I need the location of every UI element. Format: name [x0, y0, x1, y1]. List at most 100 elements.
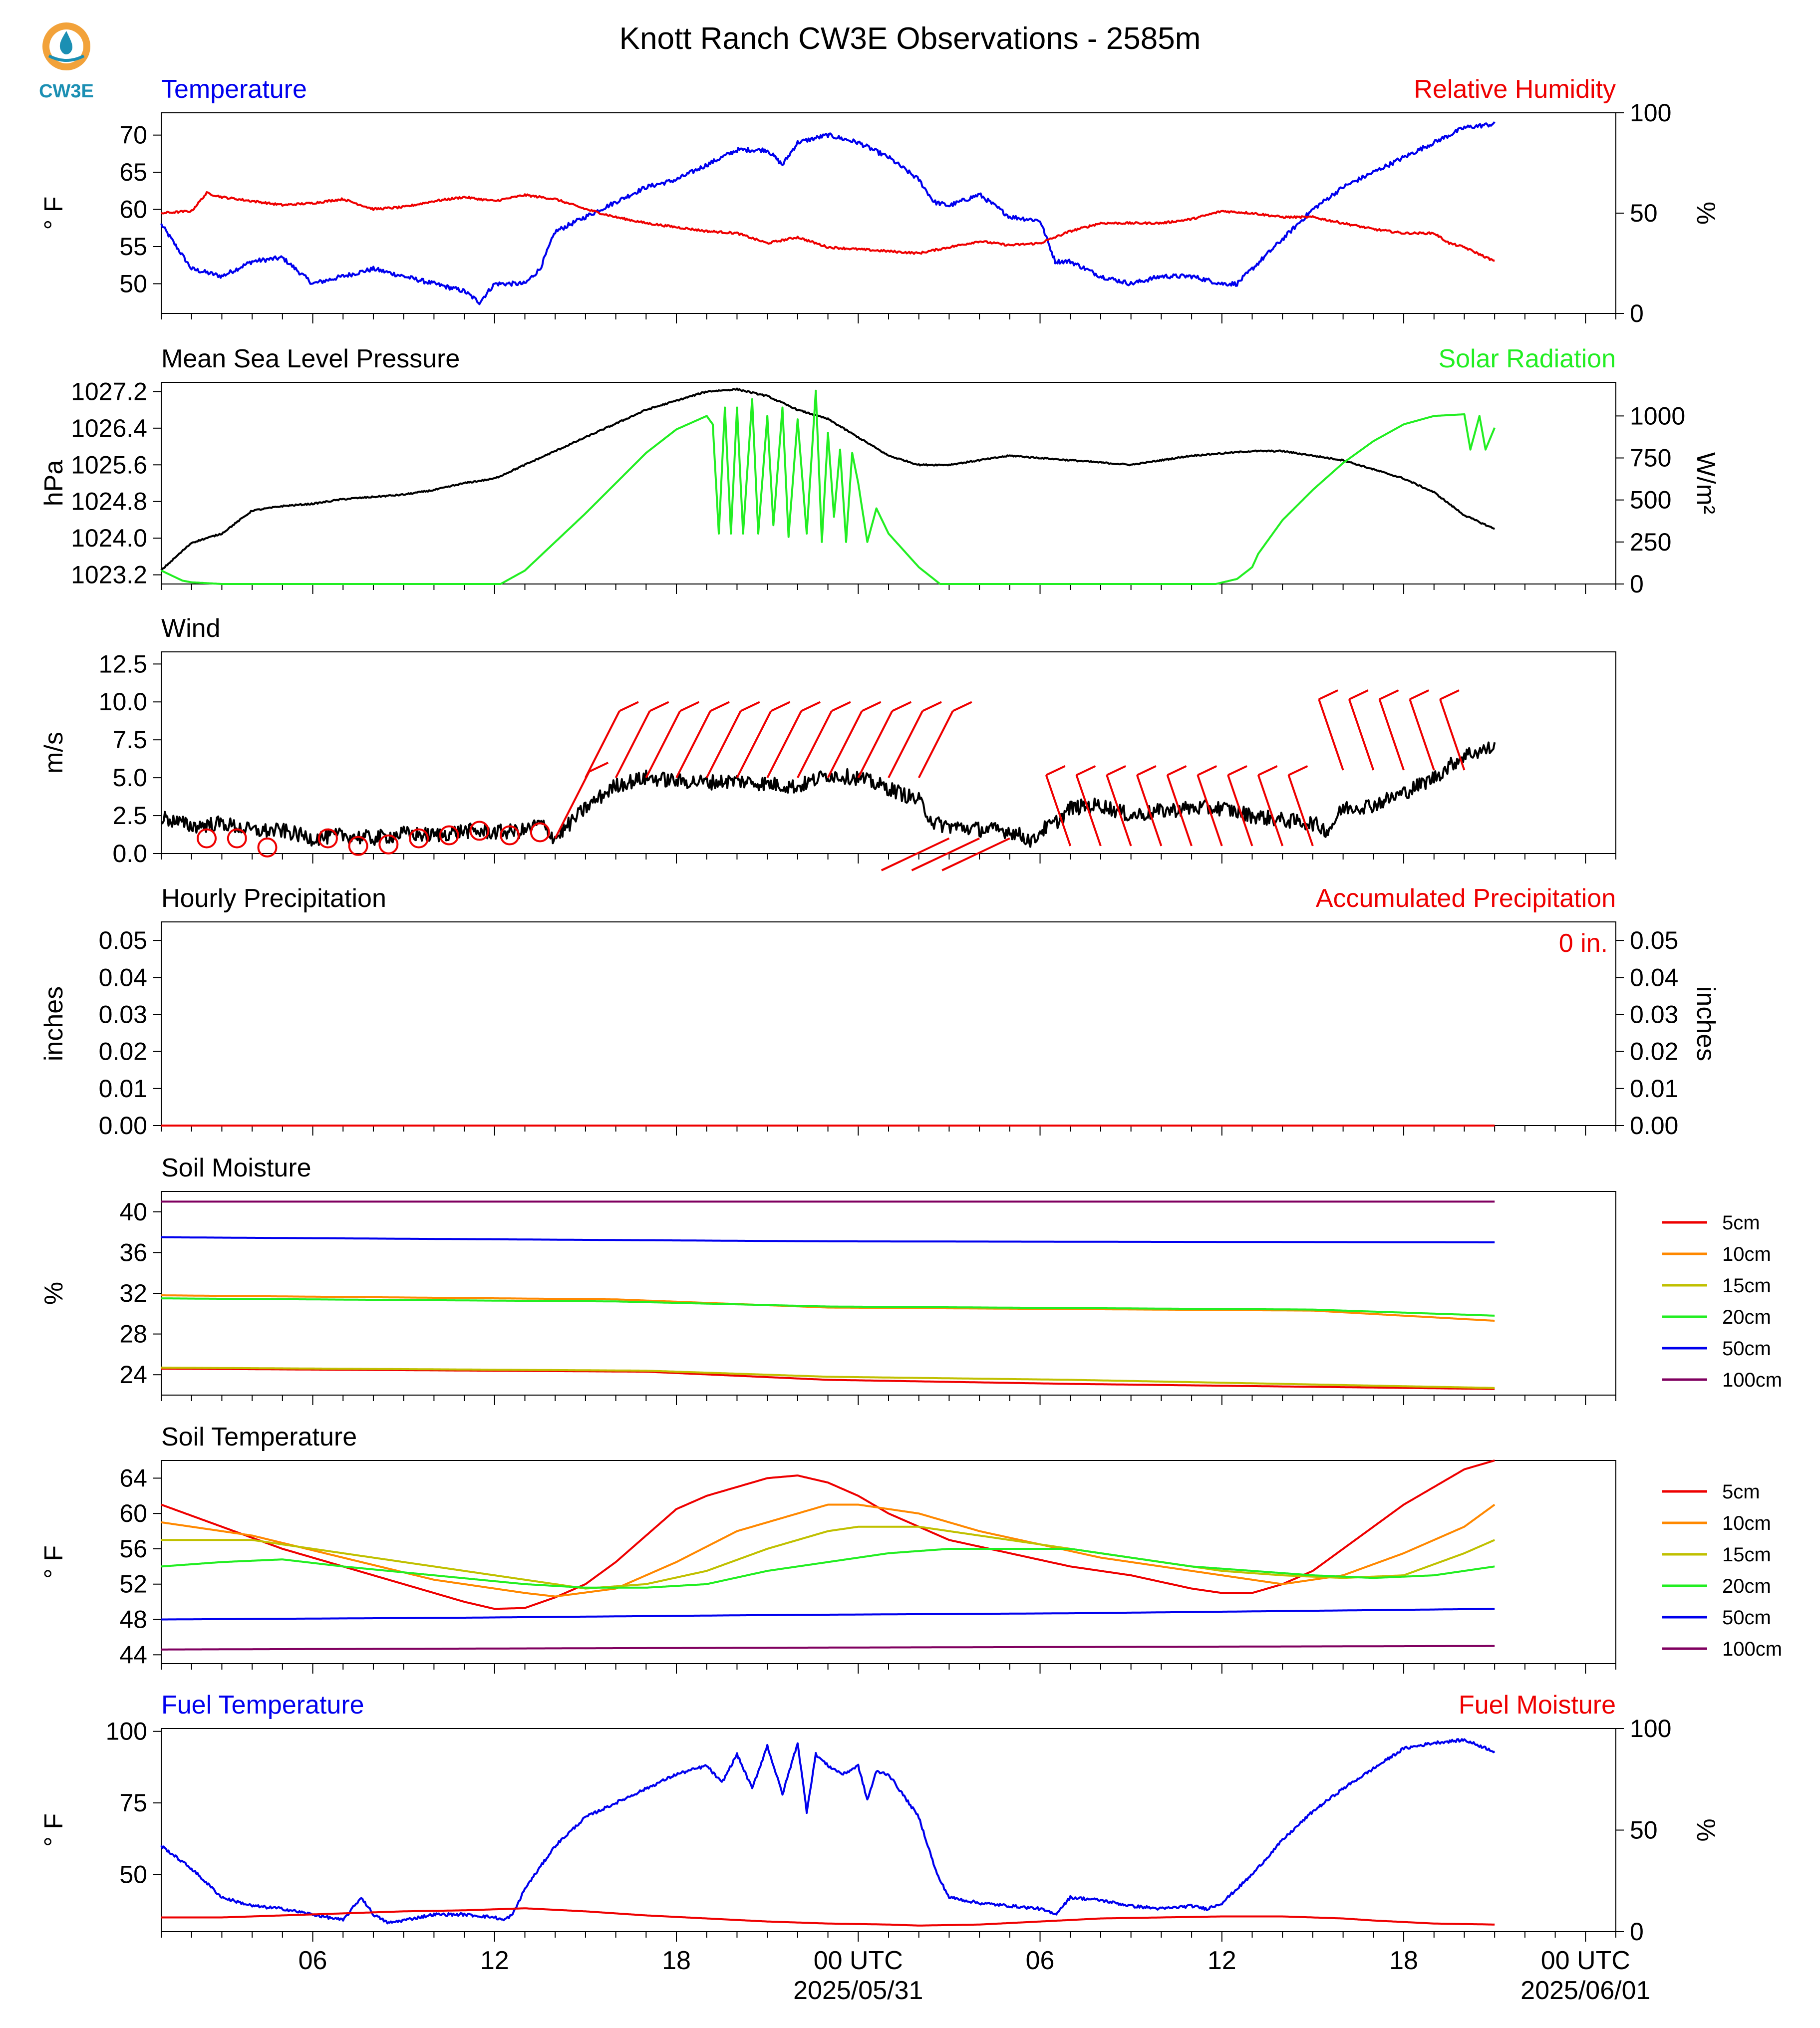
wind-barb-shaft	[1045, 775, 1072, 847]
y-right-axis-label: inches	[1691, 986, 1720, 1061]
y-tick-label: 1027.2	[71, 377, 147, 405]
legend-label-10cm: 10cm	[1722, 1243, 1771, 1265]
y-axis-label: ° F	[39, 196, 68, 230]
x-tick-label: 18	[662, 1946, 691, 1975]
wind-barb-shaft	[1166, 775, 1193, 847]
wind-barb-flag	[922, 701, 942, 712]
y-right-tick-label: 0.03	[1630, 1000, 1678, 1028]
panel-4: Hourly Precipitation Accumulated Precipit…	[39, 884, 1720, 1140]
wind-barb-flag	[952, 701, 972, 712]
wind-barb-flag	[1227, 765, 1247, 776]
legend: 5cm 10cm 15cm 20cm 50cm 100cm	[1662, 1212, 1782, 1391]
wind-barb-flag	[1197, 765, 1217, 776]
wind-barb-calm	[197, 828, 217, 849]
wind-barb-shaft	[1075, 775, 1102, 847]
wind-barb-shaft	[1106, 775, 1132, 847]
y-tick-label: 10.0	[99, 688, 147, 716]
logo-wave-icon	[48, 54, 85, 62]
legend-label-10cm: 10cm	[1722, 1512, 1771, 1534]
wind-barb-flag	[861, 701, 882, 712]
x-tick-label: 06	[1026, 1946, 1055, 1975]
wind-barb-flag	[589, 762, 609, 773]
y-right-tick-label: 0	[1630, 299, 1644, 327]
x-tick-label: 06	[299, 1946, 327, 1975]
y-tick-label: 52	[119, 1570, 147, 1598]
wind-barb-flag	[941, 860, 962, 871]
legend-label-100cm: 100cm	[1722, 1369, 1782, 1391]
wind-barb-calm	[227, 828, 247, 849]
panel-title-right: Solar Radiation	[1438, 344, 1616, 373]
y-tick-label: 40	[119, 1198, 147, 1226]
series-line-15cm	[161, 1366, 1495, 1389]
y-tick-label: 100	[106, 1718, 147, 1745]
wind-barb-shaft	[827, 710, 863, 779]
legend-label-20cm: 20cm	[1722, 1575, 1771, 1597]
wind-barb-calm	[348, 836, 368, 856]
wind-barb-shaft	[1439, 699, 1466, 771]
series-line-5cm	[161, 1459, 1495, 1610]
panel-title-left: Mean Sea Level Pressure	[161, 344, 460, 373]
y-tick-label: 0.04	[99, 963, 147, 991]
y-tick-label: 0.00	[99, 1112, 147, 1140]
y-tick-label: 0.05	[99, 926, 147, 954]
y-tick-label: 5.0	[112, 764, 147, 792]
series-line-left-0	[160, 387, 1495, 571]
y-tick-label: 0.0	[112, 840, 147, 868]
x-tick-label: 12	[1208, 1946, 1236, 1975]
wind-barb-flag	[679, 701, 700, 712]
y-axis-label: ° F	[39, 1813, 68, 1847]
wind-barb-flag	[911, 860, 931, 871]
wind-barb-flag	[1137, 765, 1157, 776]
y-tick-label: 50	[119, 270, 147, 297]
panel-title-left: Wind	[161, 614, 220, 643]
wind-barb-shaft	[1197, 775, 1223, 847]
wind-barb-calm	[500, 825, 520, 846]
y-tick-label: 64	[119, 1464, 147, 1492]
panel-title-left: Fuel Temperature	[161, 1691, 364, 1720]
wind-barb-flag	[710, 701, 730, 712]
wind-barb-calm	[469, 821, 490, 841]
x-tick-label: 12	[480, 1946, 509, 1975]
series-line-right-1	[161, 389, 1496, 585]
y-axis-label: %	[39, 1282, 68, 1305]
legend-label-20cm: 20cm	[1722, 1306, 1771, 1328]
y-right-tick-label: 100	[1630, 1715, 1671, 1742]
y-tick-label: 1025.6	[71, 451, 147, 479]
y-tick-label: 36	[119, 1238, 147, 1266]
y-tick-label: 1024.8	[71, 488, 147, 516]
y-tick-label: 1026.4	[71, 414, 147, 442]
series-line-left-0	[160, 1738, 1496, 1925]
wind-barb-flag	[1257, 765, 1278, 776]
wind-barb-flag	[1348, 689, 1369, 700]
y-right-axis-label: %	[1691, 1818, 1720, 1841]
logo-text: CW3E	[39, 81, 94, 102]
y-right-axis-label: %	[1691, 202, 1720, 225]
y-tick-label: 7.5	[112, 726, 147, 754]
wind-barb-shaft	[1287, 775, 1314, 847]
wind-barb-shaft	[888, 710, 923, 779]
y-tick-label: 60	[119, 196, 147, 224]
y-tick-label: 0.02	[99, 1038, 147, 1066]
panel-1: Temperature Relative Humidity 50 55 60 65 70 0 5…	[39, 75, 1720, 327]
wind-barb-shaft	[1348, 699, 1375, 771]
y-tick-label: 24	[119, 1361, 147, 1389]
wind-barb-calm	[530, 822, 550, 843]
y-tick-label: 32	[119, 1279, 147, 1307]
wind-barb-shaft	[736, 710, 772, 779]
y-tick-label: 65	[119, 158, 147, 186]
y-tick-label: 60	[119, 1499, 147, 1527]
wind-barb-calm	[439, 825, 459, 846]
y-tick-label: 0.01	[99, 1075, 147, 1103]
y-right-tick-label: 0	[1630, 570, 1644, 598]
y-right-tick-label: 0.05	[1630, 926, 1678, 954]
series-line-50cm	[161, 1608, 1495, 1621]
legend-label-100cm: 100cm	[1722, 1638, 1782, 1660]
series-line-right-1	[161, 191, 1495, 262]
panel-6: Soil Temperature 44 48 52 56 60 64 ° F 5cm 10cm 15…	[39, 1423, 1782, 1674]
wind-barb-shaft	[675, 710, 711, 779]
page-title: Knott Ranch CW3E Observations - 2585m	[619, 21, 1201, 56]
wind-barb-shaft	[1136, 775, 1163, 847]
wind-barb-shaft	[645, 710, 681, 779]
wind-barb-shaft	[1409, 699, 1435, 771]
